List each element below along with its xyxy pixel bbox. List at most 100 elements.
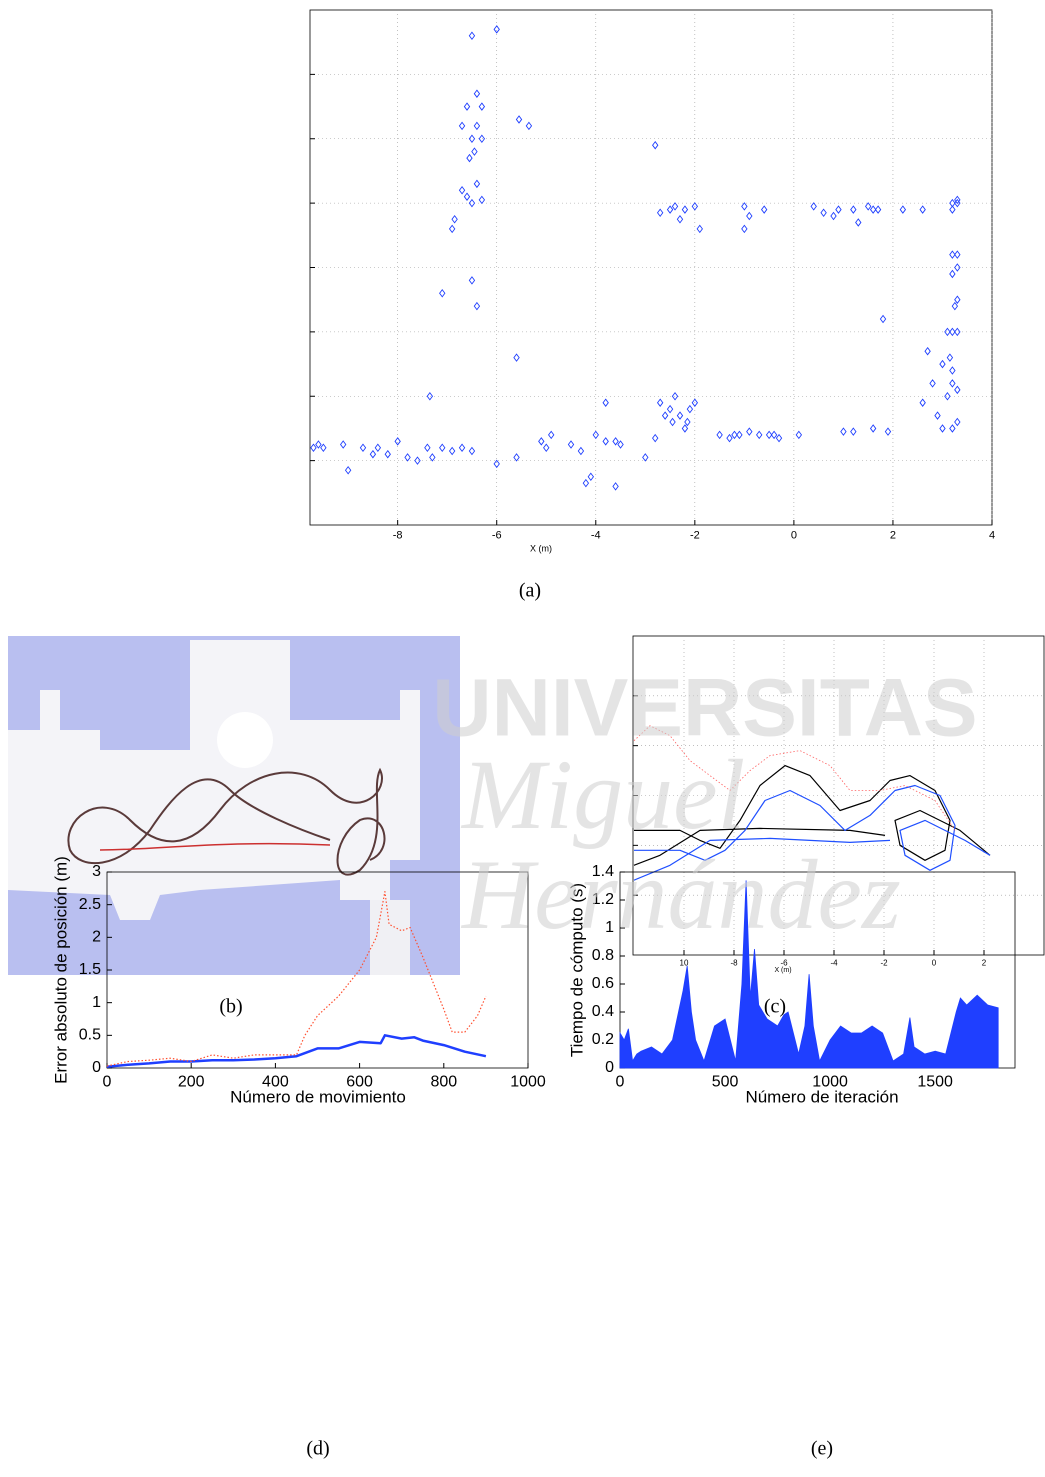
y-tick-label: 0.4 — [592, 1003, 614, 1020]
point — [919, 205, 926, 214]
point — [795, 430, 803, 440]
point — [468, 446, 476, 456]
x-tick-label: -2 — [880, 959, 888, 968]
point — [310, 443, 317, 452]
point — [448, 224, 456, 234]
point — [934, 411, 941, 420]
point — [374, 443, 382, 452]
watermark-text: Hernández — [460, 839, 901, 950]
y-tick-label: 0 — [92, 1059, 101, 1076]
point — [424, 443, 431, 452]
x-tick-label: -2 — [690, 530, 700, 542]
point — [473, 121, 481, 131]
point — [652, 140, 659, 150]
point — [726, 433, 733, 443]
x-tick-label: 10 — [680, 959, 689, 968]
x-tick-label: 200 — [178, 1073, 205, 1090]
point — [949, 379, 956, 388]
point — [463, 192, 471, 201]
x-axis-label: X (m) — [774, 967, 791, 974]
point — [513, 453, 520, 462]
point — [478, 134, 486, 143]
chart: 0 500 1000 1500 0 0.2 0.4 0.6 0.8 1 1.2 1.4 Número d… — [567, 863, 1016, 1106]
point — [919, 398, 926, 407]
point — [315, 440, 322, 449]
caption: (e) — [811, 1438, 833, 1460]
point — [716, 430, 723, 440]
point — [949, 327, 956, 337]
point — [864, 202, 872, 211]
watermark: UNIVERSITAS Miguel Hernández — [432, 663, 977, 950]
x-tick-label: -6 — [780, 959, 788, 968]
y-tick-label: 2 — [92, 929, 101, 946]
y-tick-label: 1 — [92, 994, 101, 1011]
point — [760, 205, 768, 214]
point — [478, 195, 486, 205]
point — [954, 250, 961, 259]
x-tick-label: 400 — [262, 1073, 289, 1090]
y-tick-label: 1.5 — [79, 961, 101, 978]
point — [684, 417, 691, 427]
point — [949, 424, 956, 433]
point — [681, 424, 689, 433]
x-tick-label: 600 — [346, 1073, 373, 1090]
point — [642, 453, 649, 462]
x-tick-label: 2 — [982, 959, 987, 968]
point — [954, 195, 961, 205]
point — [850, 427, 857, 436]
point — [944, 392, 951, 401]
point — [656, 208, 664, 218]
point — [954, 385, 961, 395]
point — [384, 449, 391, 459]
point — [954, 417, 961, 427]
point — [681, 205, 689, 214]
point — [414, 456, 421, 465]
point — [671, 392, 679, 401]
point — [429, 453, 436, 462]
x-tick-label: -8 — [393, 530, 403, 542]
x-tick-label: 4 — [989, 530, 995, 542]
watermark-text: UNIVERSITAS — [432, 663, 977, 754]
point — [884, 427, 892, 436]
point — [954, 198, 961, 208]
point — [451, 214, 458, 224]
point — [466, 153, 473, 163]
point — [592, 430, 599, 440]
area — [619, 880, 999, 1069]
watermark-text: Miguel — [460, 739, 745, 850]
point — [949, 198, 956, 208]
point — [458, 186, 466, 195]
point — [463, 102, 471, 111]
line — [106, 891, 487, 1067]
point — [939, 359, 946, 369]
chart: 10 -8 -6 -4 -2 0 2 X (m) — [632, 635, 1045, 974]
chart: -8 -6 -4 -2 0 2 4 X (m) — [309, 9, 995, 553]
x-tick-label: 0 — [791, 530, 797, 542]
point — [756, 430, 763, 440]
x-tick-label: 0 — [616, 1073, 625, 1090]
point — [954, 263, 961, 272]
point — [543, 443, 550, 452]
x-tick-label: 0 — [932, 959, 937, 968]
point — [515, 115, 523, 124]
point — [686, 404, 694, 414]
photo — [8, 636, 460, 975]
point — [676, 411, 684, 420]
point — [775, 433, 783, 443]
point — [471, 147, 478, 156]
point — [949, 366, 956, 375]
point — [840, 427, 847, 436]
point — [939, 424, 946, 433]
line — [633, 725, 956, 831]
point — [448, 446, 456, 456]
y-tick-label: 2.5 — [79, 896, 101, 913]
y-axis-label: Error absoluto de posición (m) — [51, 856, 70, 1084]
point — [468, 276, 476, 285]
x-tick-label: -6 — [492, 530, 502, 542]
point — [493, 459, 500, 469]
point — [954, 295, 961, 304]
caption: (a) — [519, 580, 541, 602]
x-tick-label: -4 — [591, 530, 601, 542]
x-tick-label: 0 — [103, 1073, 112, 1090]
point — [587, 472, 595, 481]
